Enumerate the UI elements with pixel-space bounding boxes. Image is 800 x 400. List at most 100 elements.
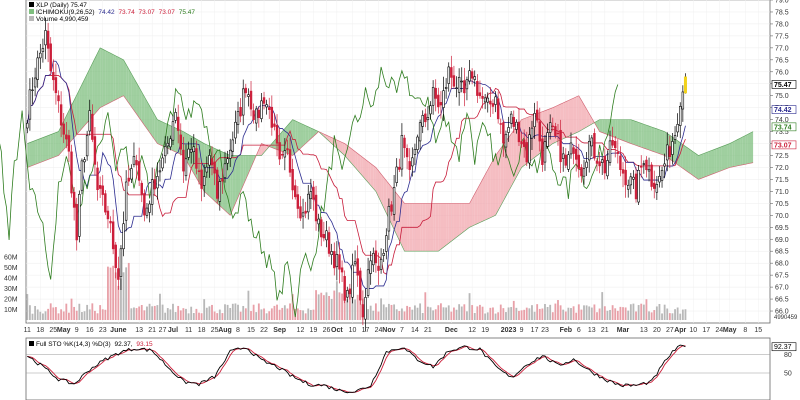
- candle-body: [408, 161, 411, 170]
- volume-bar: [268, 311, 271, 320]
- candle-body: [176, 116, 180, 131]
- cloud-segment: [396, 193, 400, 241]
- candle-body: [403, 137, 406, 149]
- cloud-segment: [570, 98, 574, 136]
- candle-body: [242, 88, 245, 116]
- candle-body: [642, 163, 646, 165]
- candle-body: [78, 193, 81, 237]
- candle-body: [372, 253, 375, 266]
- cloud-segment: [521, 118, 525, 168]
- stochastic-panel-frame: [25, 337, 771, 400]
- date-tick-label: 27: [666, 327, 674, 334]
- cloud-segment: [29, 141, 33, 167]
- candle-body: [223, 163, 227, 179]
- candle-body: [338, 254, 341, 270]
- stochastic-legend-text: Full STO %K(14,3) %D(3) 92.37, 93.15: [36, 341, 153, 348]
- candle-body: [509, 113, 513, 124]
- stochastic-tick-label: 50: [784, 371, 792, 378]
- candle-body: [374, 250, 378, 264]
- candle-body: [62, 123, 65, 135]
- candle-body: [67, 135, 71, 152]
- volume-bar: [499, 304, 502, 320]
- candle-body: [434, 87, 437, 99]
- cloud-segment: [97, 47, 101, 111]
- candle-body: [320, 219, 323, 238]
- candle-body: [504, 133, 508, 148]
- volume-bar: [192, 312, 195, 320]
- volume-bar: [185, 308, 187, 320]
- price-tick-label: 78.5: [775, 9, 789, 16]
- cloud-segment: [146, 101, 150, 133]
- ichimoku-cloud: [27, 47, 754, 252]
- candle-body: [574, 148, 578, 160]
- date-tick-label: Feb: [560, 327, 572, 334]
- candle-body: [348, 288, 352, 295]
- date-tick-label: 16: [86, 327, 94, 334]
- candle-body: [444, 86, 448, 89]
- cloud-segment: [466, 203, 470, 230]
- volume-bar: [554, 303, 557, 320]
- cloud-segment: [459, 203, 462, 236]
- candle-body: [400, 135, 404, 170]
- cloud-segment: [92, 58, 95, 117]
- volume-bar: [47, 308, 50, 320]
- volume-bar: [231, 303, 234, 320]
- candle-body: [307, 193, 310, 213]
- candle-body: [33, 77, 37, 88]
- cloud-segment: [157, 119, 160, 145]
- volume-bar: [494, 313, 497, 320]
- candle-body: [645, 159, 648, 171]
- date-tick-label: May: [723, 327, 737, 334]
- date-tick-label: 24: [715, 327, 723, 334]
- candle-body: [455, 87, 458, 89]
- date-tick-label: 24: [375, 327, 383, 334]
- cloud-segment: [456, 203, 460, 238]
- cloud-segment: [578, 95, 582, 132]
- price-tick-label: 72.5: [775, 153, 789, 160]
- candle-body: [161, 157, 164, 169]
- cloud-segment: [604, 119, 608, 135]
- candle-body: [335, 253, 339, 268]
- cloud-segment: [45, 135, 49, 161]
- candle-body: [671, 141, 674, 155]
- candle-body: [325, 230, 328, 241]
- volume-bar: [387, 303, 390, 320]
- candle-body: [213, 161, 216, 174]
- volume-bar: [564, 311, 567, 320]
- candle-body: [616, 151, 620, 154]
- candle-body: [70, 151, 73, 194]
- candle-body: [530, 127, 534, 139]
- candle-body: [124, 181, 128, 221]
- candle-body: [236, 111, 240, 125]
- candle-body: [494, 96, 497, 105]
- volume-bar: [497, 312, 500, 320]
- cloud-segment: [355, 151, 358, 171]
- candle-body: [228, 149, 232, 159]
- cloud-segment: [620, 119, 624, 141]
- candle-body: [392, 187, 396, 215]
- candle-body: [257, 109, 261, 118]
- candle-body: [340, 267, 344, 273]
- candle-body: [468, 70, 471, 82]
- volume-bar: [203, 299, 206, 320]
- cloud-segment: [576, 95, 579, 133]
- candle-body: [491, 103, 495, 107]
- volume-bar: [211, 304, 213, 320]
- volume-bar: [291, 294, 294, 320]
- candle-body: [548, 122, 552, 133]
- volume-bar: [429, 307, 432, 320]
- volume-bar: [244, 308, 247, 320]
- candle-body: [437, 94, 440, 108]
- volume-bar: [681, 309, 684, 320]
- cloud-segment: [750, 131, 754, 164]
- volume-bar: [476, 306, 479, 320]
- volume-bar: [31, 313, 34, 320]
- price-tick-label: 67.5: [775, 273, 789, 280]
- candle-body: [608, 140, 612, 163]
- candle-body: [208, 155, 211, 166]
- stochastic-legend-d: 93.15: [136, 341, 153, 348]
- volume-bar: [596, 312, 598, 320]
- volume-bar: [91, 303, 94, 320]
- volume-bar: [390, 304, 393, 320]
